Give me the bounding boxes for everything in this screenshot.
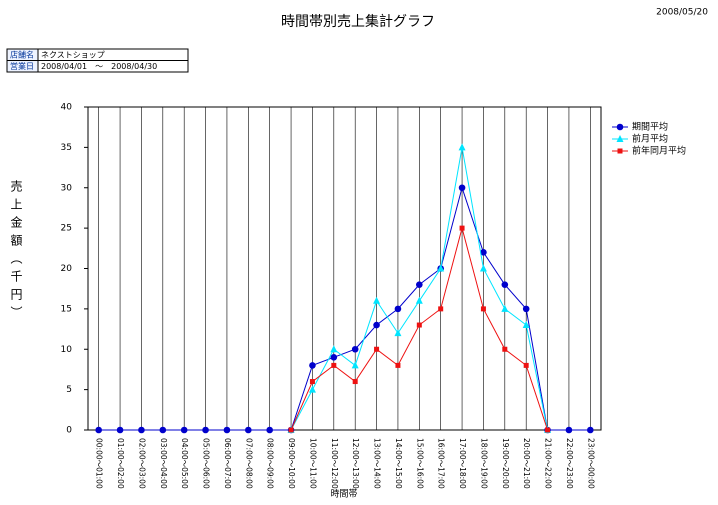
x-tick-label: 12:00～13:00 bbox=[351, 438, 360, 489]
point bbox=[437, 264, 445, 272]
x-tick-label: 03:00～04:00 bbox=[159, 438, 168, 489]
point bbox=[351, 345, 359, 353]
x-tick-label: 23:00～00:00 bbox=[586, 438, 595, 489]
x-tick-label: 21:00～22:00 bbox=[544, 438, 553, 489]
y-tick-label: 10 bbox=[61, 345, 73, 355]
x-tick-label: 17:00～18:00 bbox=[458, 438, 467, 489]
point bbox=[352, 379, 358, 385]
point bbox=[415, 296, 423, 304]
point bbox=[459, 225, 465, 231]
point bbox=[330, 345, 338, 353]
x-tick-label: 07:00～08:00 bbox=[244, 438, 253, 489]
y-tick-label: 35 bbox=[61, 143, 72, 153]
y-axis-label: 売上金額（千円） bbox=[9, 179, 23, 324]
point bbox=[331, 362, 337, 368]
point bbox=[438, 306, 444, 312]
point bbox=[138, 426, 145, 434]
point bbox=[458, 143, 466, 151]
legend-label: 前月平均 bbox=[632, 133, 668, 145]
info-label: 営業日 bbox=[10, 61, 34, 71]
x-tick-label: 14:00～15:00 bbox=[394, 438, 403, 489]
point bbox=[180, 426, 188, 434]
point bbox=[501, 281, 509, 288]
x-tick-label: 08:00～09:00 bbox=[266, 438, 275, 489]
point bbox=[394, 329, 402, 337]
point bbox=[288, 427, 294, 433]
point bbox=[565, 426, 573, 434]
point bbox=[266, 426, 273, 434]
point bbox=[502, 346, 508, 352]
point bbox=[616, 135, 624, 142]
point bbox=[309, 362, 316, 369]
series-line bbox=[98, 185, 591, 431]
x-tick-label: 01:00～02:00 bbox=[116, 438, 125, 489]
y-tick-label: 15 bbox=[61, 304, 72, 314]
point bbox=[374, 346, 380, 352]
point bbox=[523, 362, 529, 368]
chart-title: 時間帯別売上集計グラフ bbox=[281, 13, 435, 30]
x-tick-label: 18:00～19:00 bbox=[479, 438, 488, 489]
y-tick-label: 0 bbox=[66, 426, 72, 436]
point bbox=[617, 148, 623, 154]
point bbox=[545, 427, 551, 433]
point bbox=[416, 281, 423, 288]
legend-label: 期間平均 bbox=[632, 121, 668, 133]
point bbox=[522, 321, 530, 329]
point bbox=[373, 321, 380, 329]
info-value: ネクストショップ bbox=[41, 51, 105, 60]
point bbox=[202, 426, 209, 434]
point bbox=[416, 322, 422, 328]
report-date: 2008/05/20 bbox=[656, 8, 708, 18]
series bbox=[288, 225, 551, 433]
point bbox=[480, 249, 487, 256]
y-tick-label: 5 bbox=[66, 385, 72, 395]
y-tick-label: 20 bbox=[61, 264, 73, 274]
point bbox=[587, 426, 594, 434]
y-tick-label: 25 bbox=[61, 224, 72, 234]
x-tick-label: 16:00～17:00 bbox=[437, 438, 446, 489]
x-tick-label: 00:00～01:00 bbox=[95, 438, 104, 489]
point bbox=[616, 123, 624, 131]
info-value: 2008/04/01 ～ 2008/04/30 bbox=[41, 62, 157, 71]
point bbox=[501, 304, 509, 312]
info-table: 店舗名 ネクストショップ 営業日 2008/04/01 ～ 2008/04/30 bbox=[6, 48, 189, 73]
y-tick-label: 30 bbox=[61, 183, 73, 193]
info-label: 店舗名 bbox=[10, 50, 34, 60]
point bbox=[159, 426, 167, 434]
x-tick-label: 13:00～14:00 bbox=[373, 438, 382, 489]
x-axis-label: 時間帯 bbox=[330, 488, 357, 500]
point bbox=[373, 296, 381, 304]
series bbox=[95, 184, 594, 434]
point bbox=[330, 354, 338, 361]
point bbox=[308, 385, 316, 393]
point bbox=[309, 379, 315, 385]
point bbox=[116, 426, 124, 434]
point bbox=[458, 184, 466, 192]
x-tick-label: 02:00～03:00 bbox=[137, 438, 146, 489]
point bbox=[223, 426, 231, 434]
point bbox=[395, 362, 401, 368]
x-tick-label: 19:00～20:00 bbox=[501, 438, 510, 489]
point bbox=[479, 264, 487, 272]
point bbox=[394, 305, 402, 313]
x-tick-label: 05:00～06:00 bbox=[202, 438, 211, 489]
point bbox=[522, 305, 530, 313]
point bbox=[480, 306, 486, 312]
point bbox=[245, 426, 252, 434]
plot-area bbox=[87, 106, 602, 431]
x-tick-label: 15:00～16:00 bbox=[415, 438, 424, 489]
legend-label: 前年同月平均 bbox=[632, 145, 686, 157]
point bbox=[95, 426, 102, 434]
x-tick-label: 09:00～10:00 bbox=[287, 438, 296, 489]
x-tick-label: 22:00～23:00 bbox=[565, 438, 574, 489]
x-tick-label: 06:00～07:00 bbox=[223, 438, 232, 489]
x-tick-label: 20:00～21:00 bbox=[522, 438, 531, 489]
y-tick-label: 40 bbox=[61, 103, 73, 113]
x-tick-label: 10:00～11:00 bbox=[308, 438, 317, 489]
x-tick-label: 04:00～05:00 bbox=[180, 438, 189, 489]
x-tick-label: 11:00～12:00 bbox=[330, 438, 339, 489]
point bbox=[351, 361, 359, 369]
